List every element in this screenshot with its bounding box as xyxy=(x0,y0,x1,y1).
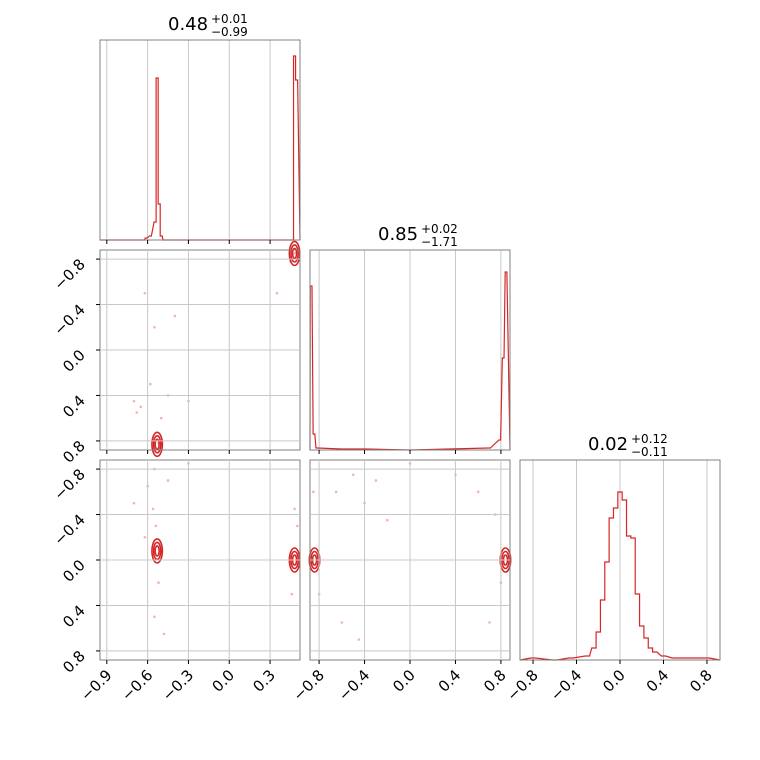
diag-3-bar-5 xyxy=(596,632,600,660)
p21-contour-0-1 xyxy=(152,435,162,454)
p21-point-6 xyxy=(139,405,143,409)
y2-tick-label-2: 0.0 xyxy=(59,346,89,376)
x2-tick-label-2: 0.0 xyxy=(389,666,419,696)
x1-tick-label-1: −0.6 xyxy=(118,666,156,704)
p21-point-5 xyxy=(159,416,163,420)
y3-tick-label-3: −0.4 xyxy=(50,511,88,549)
diag-1-title-minus: −0.99 xyxy=(211,25,248,39)
diag-2-title-minus: −1.71 xyxy=(421,235,458,249)
y3-tick-label-1: 0.4 xyxy=(59,602,89,632)
x1-tick-label-4: 0.3 xyxy=(249,666,279,696)
x3-tick-label-4: 0.8 xyxy=(686,666,716,696)
p31-point-1 xyxy=(151,507,155,511)
x3-tick-label-2: 0.0 xyxy=(599,666,629,696)
diag-1-bar-10 xyxy=(296,80,298,240)
p21-point-3 xyxy=(132,399,136,403)
p21-contour-0-0 xyxy=(154,438,160,451)
diag-2-title-value: 0.85 xyxy=(378,224,418,245)
diag-1-title-plus: +0.01 xyxy=(211,12,248,26)
p31-point-7 xyxy=(166,479,170,482)
p32-point-14 xyxy=(351,473,355,477)
x3-tick-label-1: −0.4 xyxy=(547,666,585,704)
p32-point-2 xyxy=(340,621,344,624)
p21-point-0 xyxy=(153,325,156,329)
p31-point-9 xyxy=(293,507,296,511)
x1-tick-label-0: −0.9 xyxy=(77,666,115,704)
diag-3-bar-7 xyxy=(605,562,609,660)
p32-point-4 xyxy=(374,479,378,482)
diag-2-panel: 0.85 +0.02−1.71 xyxy=(309,222,511,451)
p31-contour-0-2 xyxy=(151,538,164,564)
p31-contour-0-1 xyxy=(152,541,162,561)
diag-3-bar-14 xyxy=(635,594,639,660)
p21-point-1 xyxy=(143,291,147,295)
p32-point-0 xyxy=(312,490,315,494)
p21-point-2 xyxy=(173,314,177,318)
diag-3-title-minus: −0.11 xyxy=(631,445,668,459)
x1-tick-label-2: −0.3 xyxy=(159,666,197,704)
diag-3-bar-11 xyxy=(622,500,626,660)
diag-3-bar-18 xyxy=(653,652,657,660)
p31-point-13 xyxy=(143,535,147,539)
x1-tick-label-3: 0.0 xyxy=(208,666,238,696)
p32-point-13 xyxy=(357,638,361,641)
x3-tick-label-3: 0.4 xyxy=(643,666,673,696)
diag-3-panel: 0.02 +0.12−0.11 xyxy=(519,432,721,661)
diag-2-title-plus: +0.02 xyxy=(421,222,458,236)
y3-tick-label-2: 0.0 xyxy=(59,556,89,586)
p32-point-11 xyxy=(334,490,338,494)
p31-point-5 xyxy=(153,615,156,619)
diag-3-bar-4 xyxy=(592,648,596,660)
diag-3-bar-9 xyxy=(613,508,617,660)
p31-point-11 xyxy=(295,524,299,528)
p21-contour-0-2 xyxy=(151,431,164,458)
diag-3-title-value: 0.02 xyxy=(588,434,628,455)
diag-3-bar-15 xyxy=(640,626,644,660)
y2-tick-label-4: −0.8 xyxy=(50,255,88,293)
p21-point-13 xyxy=(135,411,139,414)
p21-contour-1-0 xyxy=(291,247,298,260)
diag-3-bar-12 xyxy=(627,536,631,660)
diag-3-bar-16 xyxy=(644,638,648,660)
diag-1-bar-3 xyxy=(154,222,156,240)
p32-point-7 xyxy=(476,490,480,494)
diag-3-bar-13 xyxy=(631,538,635,660)
p21-point-4 xyxy=(149,382,152,386)
p32-point-12 xyxy=(385,518,389,522)
y3-tick-label-0: 0.8 xyxy=(59,647,89,677)
diag-2-bar-7 xyxy=(499,440,501,450)
diag-3-bar-17 xyxy=(648,648,652,660)
p31-point-3 xyxy=(132,501,136,505)
x2-tick-label-0: −0.8 xyxy=(289,666,327,704)
diag-3-bar-6 xyxy=(600,600,604,660)
x2-tick-label-1: −0.4 xyxy=(335,666,373,704)
p31-point-8 xyxy=(162,632,166,636)
x2-tick-label-3: 0.4 xyxy=(435,666,465,696)
p31-point-2 xyxy=(154,524,158,528)
p21-point-12 xyxy=(275,291,279,295)
diag-3-step-line xyxy=(519,491,721,661)
p31-point-4 xyxy=(157,581,160,585)
diag-3-bar-10 xyxy=(618,492,622,660)
p31-contour-0-0 xyxy=(154,545,160,557)
p21-contour-1-1 xyxy=(290,244,299,263)
p32-point-10 xyxy=(488,621,491,624)
p31-point-10 xyxy=(290,592,294,596)
y2-tick-label-3: −0.4 xyxy=(50,301,88,339)
diag-3-bar-8 xyxy=(609,518,613,660)
x3-tick-label-0: −0.8 xyxy=(503,666,541,704)
y2-tick-label-1: 0.4 xyxy=(59,392,89,422)
diag-1-title-value: 0.48 xyxy=(168,14,208,35)
y2-tick-label-0: 0.8 xyxy=(59,437,89,467)
diag-2-bar-9 xyxy=(505,272,507,450)
diag-1-step-line xyxy=(100,55,301,241)
diag-1-frame xyxy=(99,39,301,241)
y3-tick-label-4: −0.8 xyxy=(50,465,88,503)
diag-3-title-plus: +0.12 xyxy=(631,432,668,446)
diag-1-panel: 0.48 +0.01−0.99 xyxy=(99,12,301,241)
p21-point-11 xyxy=(293,252,296,255)
